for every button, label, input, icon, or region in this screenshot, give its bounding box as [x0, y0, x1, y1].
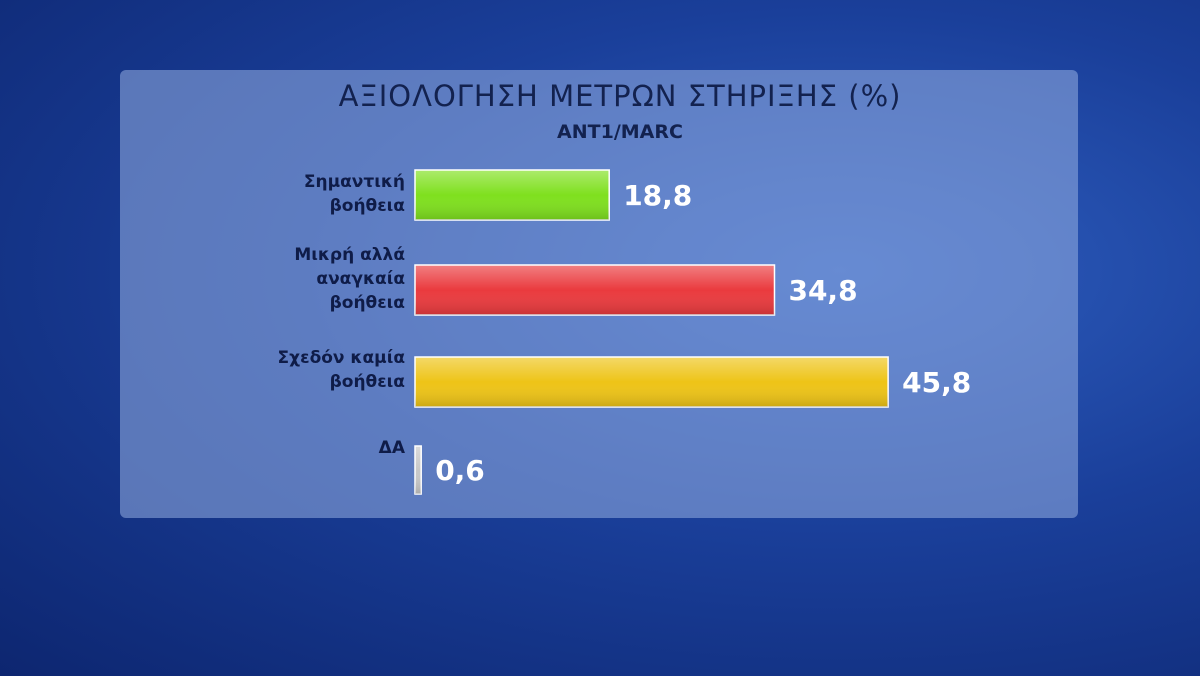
bar-shine	[415, 446, 422, 494]
bar-shine	[415, 170, 610, 220]
category-label: Σημαντική βοήθεια	[303, 172, 405, 216]
value-label: 18,8	[623, 179, 692, 212]
value-label: 45,8	[902, 366, 971, 399]
chart-subtitle: ANT1/MARC	[557, 121, 683, 143]
category-label: Σχεδόν καμία βοήθεια	[277, 348, 405, 392]
bar-shine	[415, 265, 775, 315]
category-label: Μικρή αλλά αναγκαία βοήθεια	[294, 245, 405, 313]
value-label: 0,6	[435, 454, 485, 487]
bar-shine	[415, 357, 889, 407]
value-label: 34,8	[788, 274, 857, 307]
chart-title: ΑΞΙΟΛΟΓΗΣΗ ΜΕΤΡΩΝ ΣΤΗΡΙΞΗΣ (%)	[339, 79, 902, 113]
category-label: ΔΑ	[378, 438, 405, 458]
